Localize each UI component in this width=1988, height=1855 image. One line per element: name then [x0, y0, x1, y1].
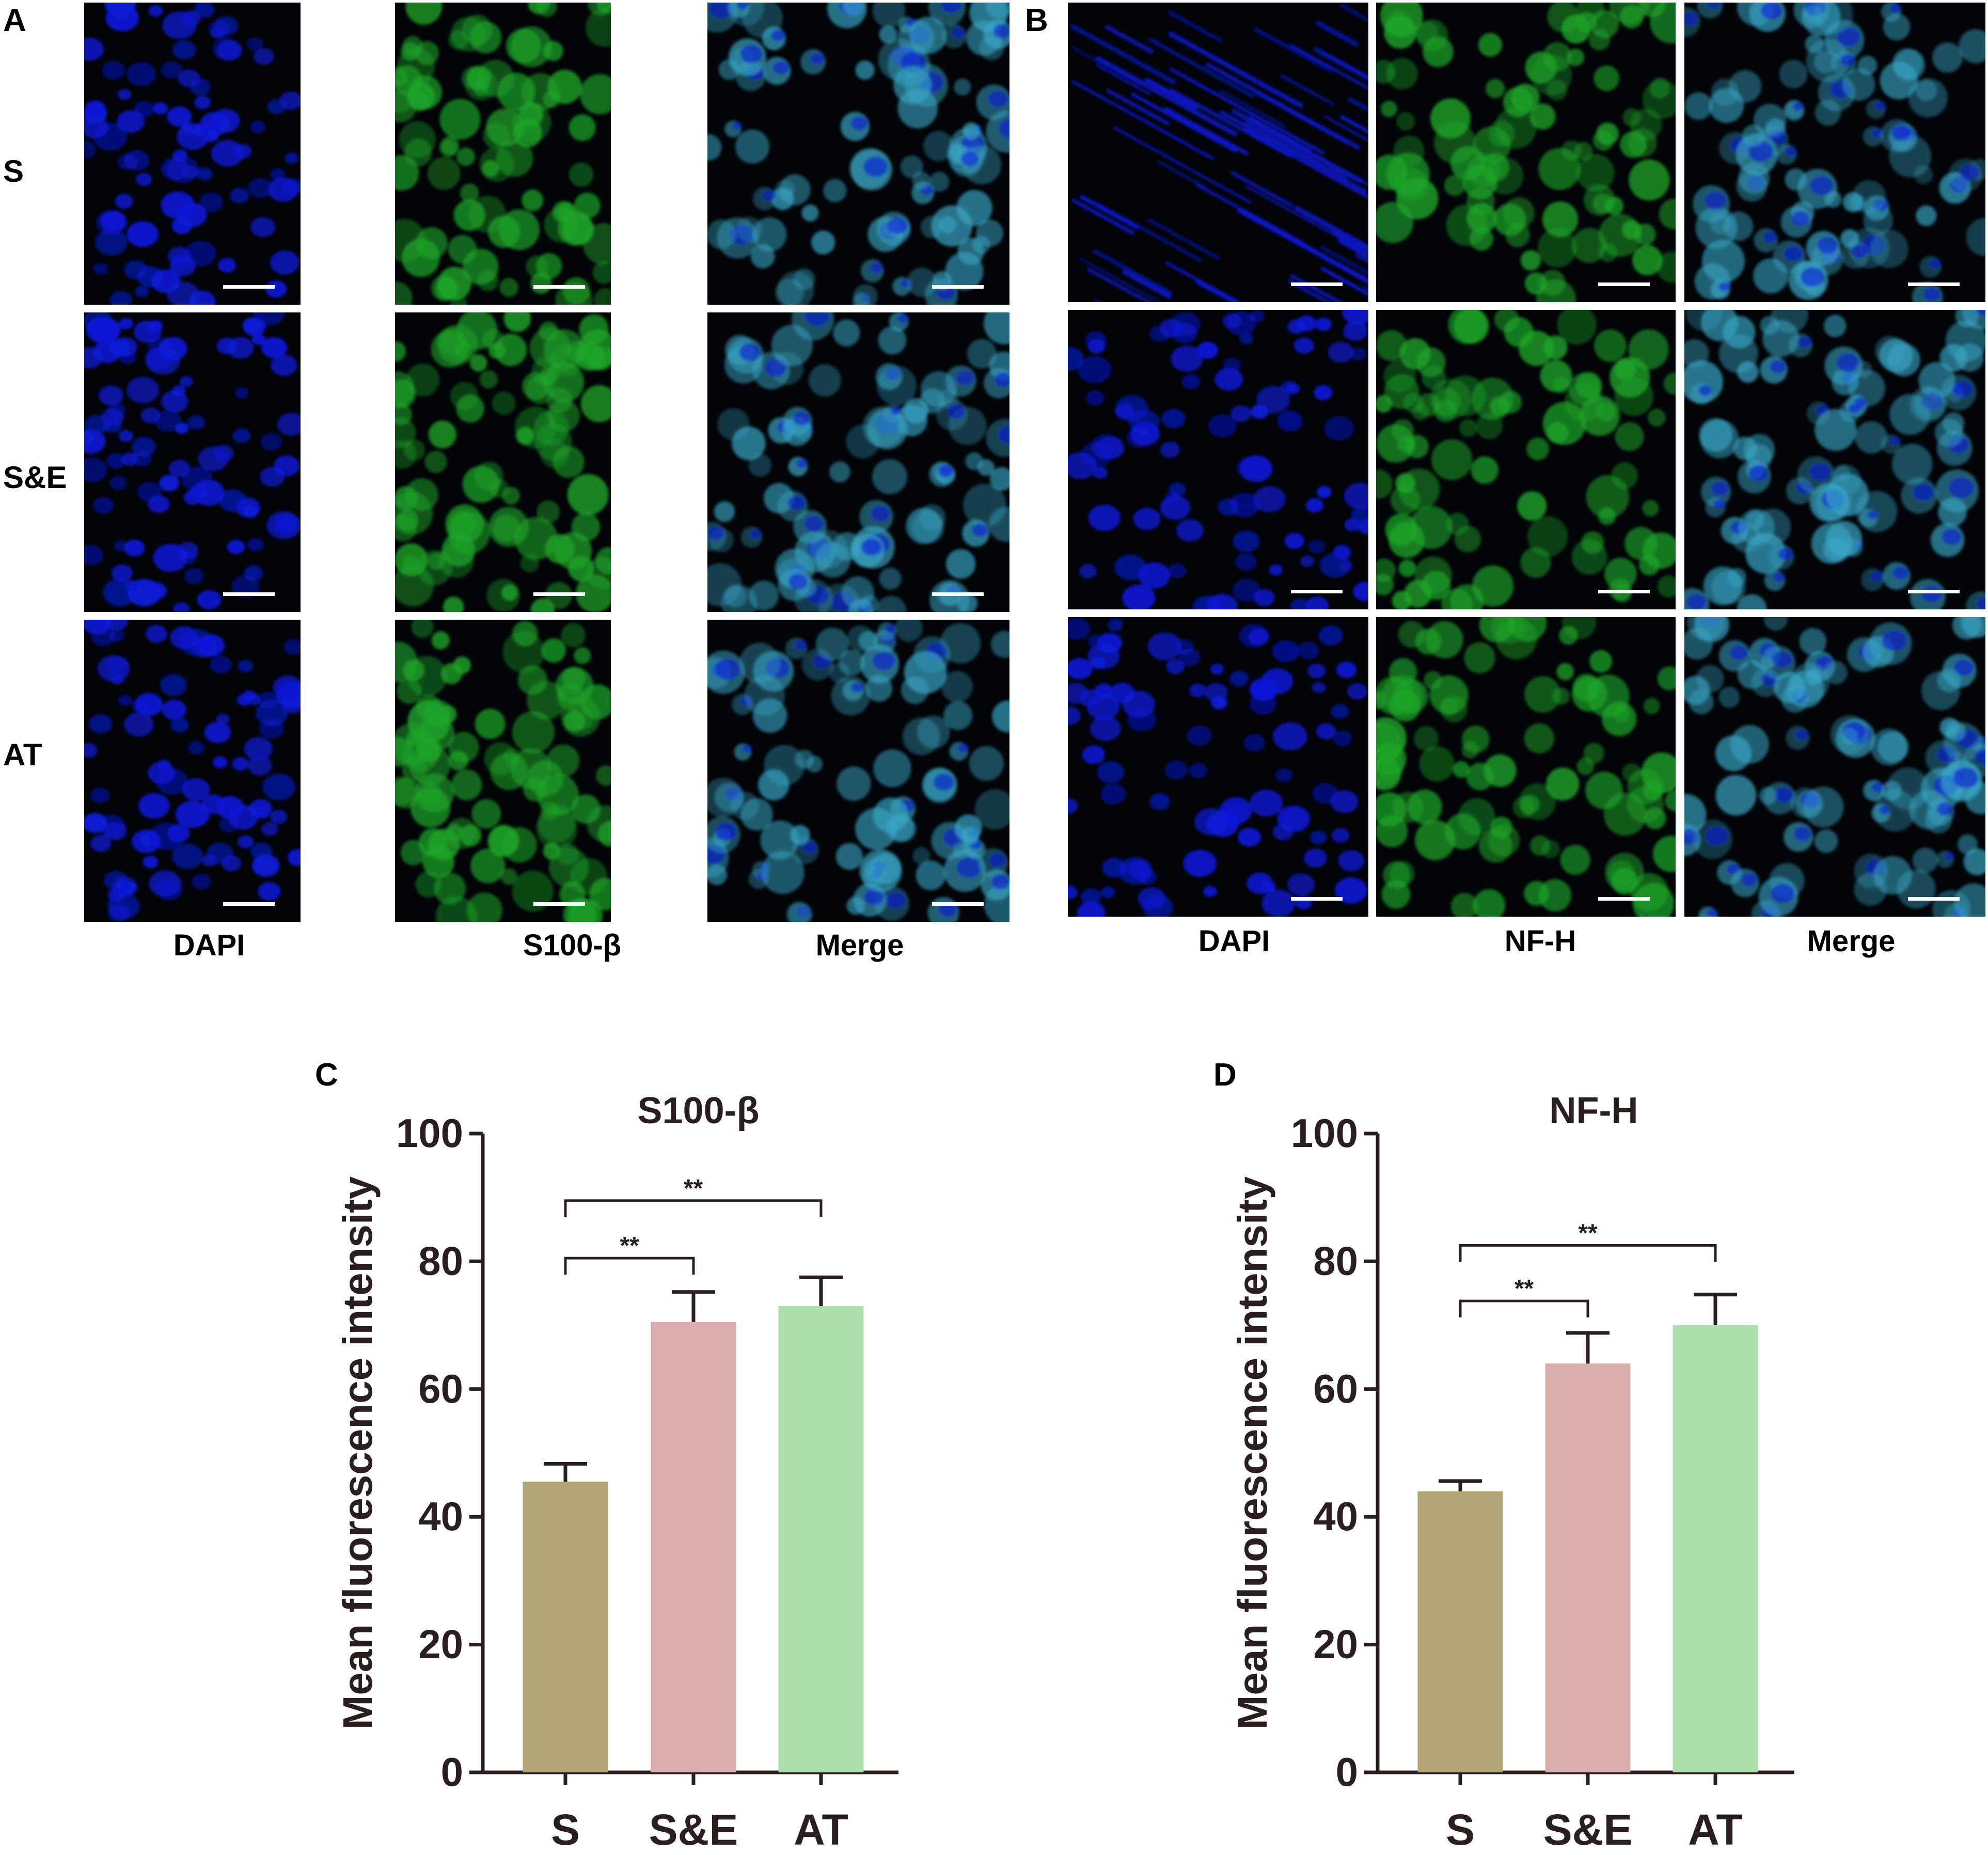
- panel-letter-d: D: [1213, 1057, 1237, 1093]
- panel-letter-a: A: [3, 3, 26, 38]
- panel-b-col-dapi: DAPI: [1198, 924, 1270, 958]
- y-tick-label: 40: [418, 1494, 463, 1539]
- x-tick-label: S: [551, 1805, 580, 1854]
- panel-b-image-r0-c1: [1376, 3, 1676, 302]
- y-tick-label: 80: [1313, 1238, 1358, 1283]
- panel-b-image-r2-c0: [1068, 617, 1368, 917]
- panel-a-image-r0-c2: [707, 3, 1009, 305]
- panel-a-micrographs: [84, 3, 1009, 922]
- panel-b-image-r1-c0: [1068, 310, 1368, 609]
- panel-a-image-r2-c1: [395, 620, 611, 922]
- y-axis-label: Mean fluorescence intensity: [335, 1176, 381, 1730]
- y-axis-label: Mean fluorescence intensity: [1229, 1176, 1275, 1730]
- bar-S&E: [651, 1322, 736, 1772]
- bar-AT: [778, 1306, 864, 1772]
- x-tick-label: S: [1446, 1805, 1475, 1854]
- bar-S&E: [1545, 1363, 1631, 1772]
- panel-a-image-r1-c2: [707, 312, 1009, 612]
- chart-title: NF-H: [1550, 1090, 1638, 1131]
- chart-nfh: NF-H Mean fluorescence intensity 0 20 40 60 80…: [1229, 1090, 1794, 1854]
- y-tick-label: 0: [1336, 1749, 1358, 1795]
- panel-b-micrographs: [1068, 3, 1985, 917]
- y-tick-label: 60: [418, 1366, 463, 1411]
- y-tick-label: 20: [1313, 1622, 1358, 1667]
- significance-bracket: [1459, 1244, 1717, 1262]
- chart-s100b: S100-β Mean fluorescence intensity 0 20 40 60…: [335, 1090, 898, 1854]
- row-label-se: S&E: [3, 460, 67, 495]
- panel-a-col-s100b: S100-β: [523, 929, 621, 962]
- panel-letter-b: B: [1025, 3, 1048, 38]
- bar-S: [1417, 1491, 1503, 1772]
- y-tick-label: 80: [418, 1238, 463, 1283]
- row-label-s: S: [3, 154, 24, 188]
- significance-label: **: [1578, 1219, 1598, 1247]
- significance-bracket: [1459, 1299, 1589, 1318]
- panel-a-image-r0-c0: [84, 3, 301, 305]
- panel-a-image-r1-c0: [84, 312, 301, 612]
- chart-title: S100-β: [637, 1090, 759, 1131]
- y-tick-label: 40: [1313, 1494, 1358, 1539]
- significance-label: **: [620, 1232, 639, 1260]
- y-tick-label: 100: [1291, 1110, 1358, 1156]
- row-label-at: AT: [3, 737, 42, 772]
- y-tick-label: 100: [396, 1110, 463, 1156]
- x-tick-label: AT: [1688, 1805, 1743, 1854]
- panel-a-image-r2-c2: [707, 620, 1009, 922]
- panel-b-image-r1-c2: [1684, 310, 1985, 609]
- panel-a-image-r2-c0: [84, 620, 301, 922]
- y-tick-label: 0: [441, 1749, 463, 1795]
- y-tick-label: 20: [418, 1622, 463, 1667]
- panel-b-image-r1-c1: [1376, 310, 1676, 609]
- panel-a-col-dapi: DAPI: [173, 929, 245, 962]
- x-tick-label: S&E: [649, 1805, 738, 1854]
- panel-b-image-r0-c2: [1684, 3, 1985, 302]
- y-tick-label: 60: [1313, 1366, 1358, 1411]
- panel-b-image-r2-c2: [1684, 617, 1985, 917]
- panel-a-image-r0-c1: [395, 3, 611, 305]
- panel-letter-c: C: [315, 1057, 338, 1093]
- bar-AT: [1673, 1325, 1758, 1772]
- significance-label: **: [684, 1175, 703, 1202]
- panel-b-image-r2-c1: [1376, 617, 1676, 917]
- panel-a-col-merge: Merge: [816, 929, 904, 962]
- panel-b-col-merge: Merge: [1807, 924, 1896, 958]
- panel-b-image-r0-c0: [1068, 3, 1368, 302]
- significance-label: **: [1514, 1275, 1534, 1302]
- panel-b-col-nfh: NF-H: [1505, 924, 1576, 958]
- bar-S: [523, 1482, 608, 1772]
- panel-a-image-r1-c1: [395, 312, 611, 612]
- x-tick-label: S&E: [1543, 1805, 1633, 1854]
- significance-bracket: [564, 1256, 695, 1275]
- x-tick-label: AT: [794, 1805, 848, 1854]
- significance-bracket: [564, 1199, 823, 1217]
